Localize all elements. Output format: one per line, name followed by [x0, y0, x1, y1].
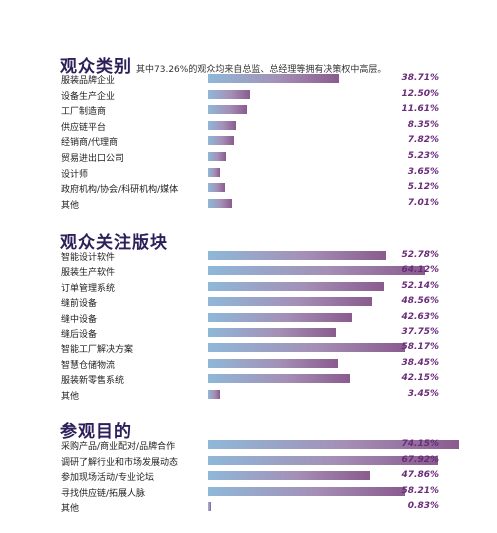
category-label: 其他 [61, 200, 80, 211]
bar [208, 328, 336, 337]
category-label: 寻找供应链/拓展人脉 [61, 488, 146, 499]
bar [208, 297, 373, 307]
category-label: 供应链平台 [61, 122, 107, 133]
value-label: 58.21% [401, 485, 440, 496]
section-title: 观众类别 其中73.26%的观众均来自总监、总经理等拥有决策权中高层。 [60, 52, 386, 77]
category-label: 服装品牌企业 [61, 76, 116, 86]
category-label: 设计师 [61, 169, 89, 180]
bar [208, 343, 405, 353]
value-label: 12.50% [401, 88, 440, 99]
bar [208, 471, 370, 480]
category-label: 其他 [61, 504, 80, 514]
value-label: 7.82% [407, 135, 439, 146]
value-label: 5.23% [407, 151, 439, 161]
bar [208, 455, 438, 465]
bar [208, 105, 248, 115]
value-label: 37.75% [401, 327, 440, 337]
section-title-text: 观众关注版块 [60, 233, 168, 253]
category-label: 缝中设备 [61, 314, 98, 325]
bar [208, 136, 235, 146]
value-label: 74.15% [401, 439, 440, 449]
category-label: 政府机构/协会/科研机构/媒体 [61, 185, 179, 196]
category-label: 参加现场活动/专业论坛 [61, 473, 155, 483]
category-label: 经销商/代理商 [61, 138, 119, 149]
section-title: 参观目的 [60, 417, 132, 442]
bar [208, 74, 339, 83]
category-label: 贸易进出口公司 [61, 154, 125, 164]
value-label: 7.01% [407, 197, 439, 208]
category-label: 服装生产软件 [61, 268, 116, 279]
value-label: 48.56% [401, 296, 440, 307]
value-label: 67.92% [401, 454, 440, 465]
category-label: 服装新零售系统 [61, 376, 125, 387]
bar [208, 89, 251, 99]
value-label: 11.61% [401, 104, 440, 115]
bar [208, 152, 226, 161]
value-label: 58.17% [401, 342, 440, 353]
bar [208, 312, 353, 322]
value-label: 3.65% [407, 166, 439, 177]
bar [208, 358, 338, 368]
category-label: 其他 [61, 391, 80, 402]
bar [208, 374, 351, 384]
category-label: 缝前设备 [61, 299, 98, 310]
value-label: 64.12% [401, 265, 440, 276]
category-label: 工厂制造商 [61, 107, 107, 118]
bar [208, 251, 387, 260]
section-subtitle: 其中73.26%的观众均来自总监、总经理等拥有决策权中高层。 [136, 65, 387, 75]
value-label: 38.45% [401, 357, 440, 368]
bar [208, 120, 237, 130]
value-label: 0.83% [407, 501, 439, 511]
value-label: 52.14% [401, 280, 440, 291]
bar [208, 167, 221, 177]
value-label: 42.15% [401, 373, 440, 384]
bar [208, 281, 385, 291]
value-label: 42.63% [401, 311, 440, 322]
value-label: 52.78% [401, 250, 440, 260]
category-label: 缝后设备 [61, 330, 98, 340]
category-label: 订单管理系统 [61, 283, 116, 294]
value-label: 8.35% [407, 119, 439, 130]
bar [208, 198, 232, 208]
category-label: 智慧仓储物流 [61, 360, 116, 371]
section-title-text: 观众类别 [60, 57, 132, 77]
bar [208, 389, 220, 399]
bar [208, 502, 211, 511]
bar [208, 183, 226, 193]
category-label: 智能设计软件 [61, 253, 116, 263]
category-label: 调研了解行业和市场发展动态 [61, 457, 179, 468]
value-label: 5.12% [407, 182, 439, 193]
value-label: 47.86% [401, 470, 440, 480]
category-label: 设备生产企业 [61, 91, 116, 102]
section-title: 观众关注版块 [60, 228, 168, 253]
value-label: 38.71% [401, 73, 440, 83]
bar [208, 266, 425, 276]
category-label: 智能工厂解决方案 [61, 345, 134, 356]
bar [208, 440, 459, 449]
value-label: 3.45% [407, 388, 439, 399]
category-label: 采购产品/商业配对/品牌合作 [61, 442, 176, 452]
section-title-text: 参观目的 [60, 422, 132, 442]
bar [208, 486, 405, 496]
